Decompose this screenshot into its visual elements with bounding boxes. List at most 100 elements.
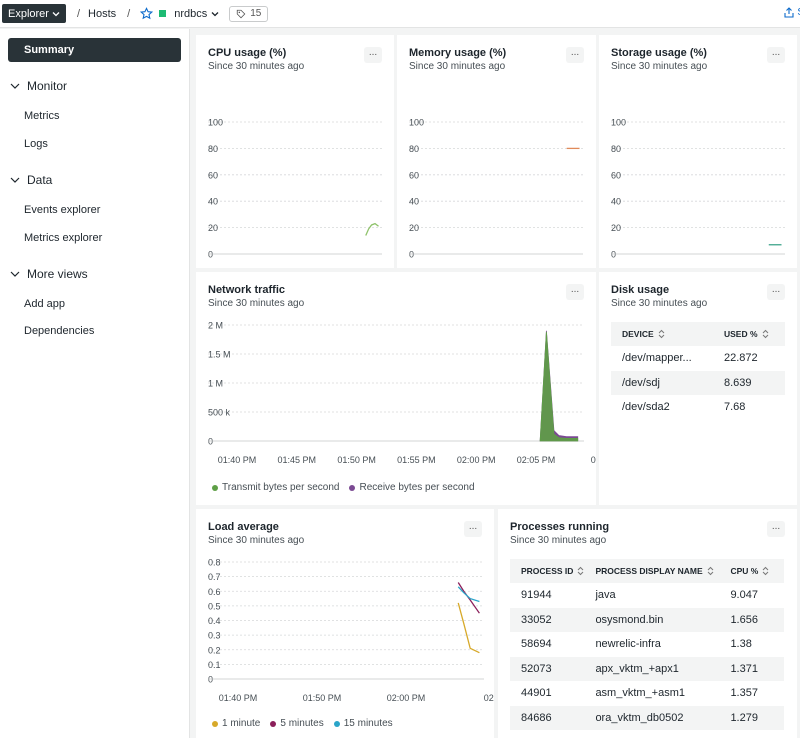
sidebar-section-more-views[interactable]: More views <box>10 267 88 281</box>
series-line <box>365 222 379 236</box>
card-title: Network traffic <box>208 284 286 296</box>
device-cell: /dev/sda2 <box>622 401 670 414</box>
used-cell: 22.872 <box>724 352 758 365</box>
table-row[interactable]: 44901 asm_vktm_+asm1 1.357 <box>510 681 784 706</box>
disk-usage-table: DEVICE USED % /dev/mapper... 22.872 /dev/… <box>611 322 785 420</box>
table-row[interactable]: 58694 newrelic-infra 1.38 <box>510 632 784 657</box>
sidebar-item-label: Summary <box>24 44 75 56</box>
top-breadcrumb-bar: Explorer / Hosts / nrdbcs 15 S <box>0 0 800 28</box>
table-row[interactable]: /dev/sda2 7.68 <box>611 395 785 420</box>
column-header-process-name[interactable]: PROCESS DISPLAY NAME <box>584 559 720 583</box>
process-id-cell: 33052 <box>510 607 585 632</box>
cpu-cell: 1.357 <box>730 687 758 700</box>
card-subtitle: Since 30 minutes ago <box>510 535 607 546</box>
more-options-button[interactable]: ... <box>767 284 785 300</box>
card-subtitle: Since 30 minutes ago <box>208 535 305 546</box>
table-row[interactable]: 52073 apx_vktm_+apx1 1.371 <box>510 656 784 681</box>
sort-icon <box>578 567 584 576</box>
column-header-process-id[interactable]: PROCESS ID <box>510 559 585 583</box>
tags-badge[interactable]: 15 <box>229 5 269 22</box>
y-tick-label: 0.8 <box>208 558 221 568</box>
y-tick-label: 0.4 <box>208 616 221 626</box>
column-header-cpu[interactable]: CPU % <box>719 559 784 583</box>
load-average-card: Load average Since 30 minutes ago ... 0.… <box>196 509 494 738</box>
x-tick-label: 01:40 PM <box>219 693 258 703</box>
table-row[interactable]: /dev/mapper... 22.872 <box>611 346 785 371</box>
chevron-down-icon <box>10 271 20 277</box>
card-subtitle: Since 30 minutes ago <box>409 61 506 72</box>
x-tick-label: 02 <box>591 455 596 465</box>
x-tick-label: 02:00 PM <box>387 693 426 703</box>
process-name-cell: java <box>595 589 616 602</box>
device-cell: /dev/mapper... <box>622 352 692 365</box>
sidebar-item-metrics-explorer[interactable]: Metrics explorer <box>24 232 103 244</box>
sidebar-section-monitor[interactable]: Monitor <box>10 79 67 93</box>
network-traffic-card: Network traffic Since 30 minutes ago ...… <box>196 272 596 505</box>
used-cell: 7.68 <box>724 401 746 414</box>
explorer-dropdown[interactable]: Explorer <box>2 4 66 23</box>
legend-dot <box>333 720 340 727</box>
y-tick-label: 80 <box>409 144 419 154</box>
legend-label: 5 minutes <box>280 718 324 729</box>
legend-item-receive[interactable]: Receive bytes per second <box>349 482 475 493</box>
sidebar-item-dependencies[interactable]: Dependencies <box>24 325 95 337</box>
table-row[interactable]: 91944 java 9.047 <box>510 583 784 608</box>
sidebar-item-summary[interactable]: Summary <box>8 38 181 62</box>
y-tick-label: 1.5 M <box>208 350 231 360</box>
more-options-button[interactable]: ... <box>464 521 482 537</box>
more-options-button[interactable]: ... <box>364 47 382 63</box>
y-tick-label: 0.7 <box>208 572 221 582</box>
x-tick-label: 01:50 PM <box>337 455 376 465</box>
y-tick-label: 80 <box>611 144 621 154</box>
series-area <box>539 331 579 442</box>
table-row[interactable]: /dev/sdj 8.639 <box>611 370 785 395</box>
sidebar-section-data[interactable]: Data <box>10 173 52 187</box>
legend-dot <box>270 720 277 727</box>
y-tick-label: 100 <box>611 118 626 128</box>
sidebar-item-events-explorer[interactable]: Events explorer <box>24 204 101 216</box>
sidebar-item-add-app[interactable]: Add app <box>24 298 65 310</box>
table-row[interactable]: 33052 osysmond.bin 1.656 <box>510 607 784 632</box>
y-tick-label: 40 <box>409 197 419 207</box>
sidebar-item-logs[interactable]: Logs <box>24 138 48 150</box>
legend-label: 15 minutes <box>343 718 393 729</box>
column-header-label: PROCESS ID <box>521 565 574 576</box>
entity-name-dropdown[interactable]: nrdbcs <box>174 8 219 20</box>
network-traffic-chart: 2 M 1.5 M 1 M 500 k 0 01:40 PM 01:45 PM 01:50 P… <box>208 321 596 465</box>
y-tick-label: 0.5 <box>208 601 221 611</box>
process-name-cell: asm_vktm_+asm1 <box>595 687 685 700</box>
legend-item-1-minute[interactable]: 1 minute <box>212 718 260 729</box>
share-button[interactable]: S <box>784 7 800 18</box>
table-row[interactable]: 84686 ora_vktm_db0502 1.279 <box>510 705 784 730</box>
breadcrumb-separator: / <box>127 7 131 20</box>
more-options-button[interactable]: ... <box>767 47 785 63</box>
process-id-cell: 44901 <box>521 687 552 700</box>
legend-item-15-minutes[interactable]: 15 minutes <box>333 718 393 729</box>
y-tick-label: 0.2 <box>208 645 221 655</box>
more-options-button[interactable]: ... <box>566 47 584 63</box>
legend-item-5-minutes[interactable]: 5 minutes <box>270 718 324 729</box>
tag-icon <box>237 9 246 18</box>
y-tick-label: 40 <box>208 197 218 207</box>
column-header-used[interactable]: USED % <box>713 322 785 346</box>
more-options-button[interactable]: ... <box>767 521 785 537</box>
column-header-label: CPU % <box>730 565 759 576</box>
favorite-star-icon[interactable] <box>140 7 154 20</box>
x-tick-label: 01:40 PM <box>218 455 257 465</box>
cpu-cell: 1.656 <box>719 607 784 632</box>
breadcrumb-hosts[interactable]: Hosts <box>88 7 117 20</box>
legend-item-transmit[interactable]: Transmit bytes per second <box>212 482 339 493</box>
legend-label: Receive bytes per second <box>359 482 475 493</box>
sidebar-section-label: Monitor <box>27 79 68 93</box>
column-header-device[interactable]: DEVICE <box>611 322 713 346</box>
entity-name: nrdbcs <box>174 7 208 20</box>
load-average-chart: 0.8 0.7 0.6 0.5 0.4 0.3 0.2 0.1 0 01:40 PM 01:50 P… <box>208 558 494 703</box>
sidebar-item-metrics[interactable]: Metrics <box>24 110 60 122</box>
cpu-usage-card: CPU usage (%) Since 30 minutes ago ... 1… <box>196 35 394 268</box>
entity-status-indicator <box>159 10 167 17</box>
processes-table: PROCESS ID PROCESS DISPLAY NAME CPU % 91… <box>510 559 784 730</box>
more-options-button[interactable]: ... <box>566 284 584 300</box>
chevron-down-icon <box>211 11 219 16</box>
